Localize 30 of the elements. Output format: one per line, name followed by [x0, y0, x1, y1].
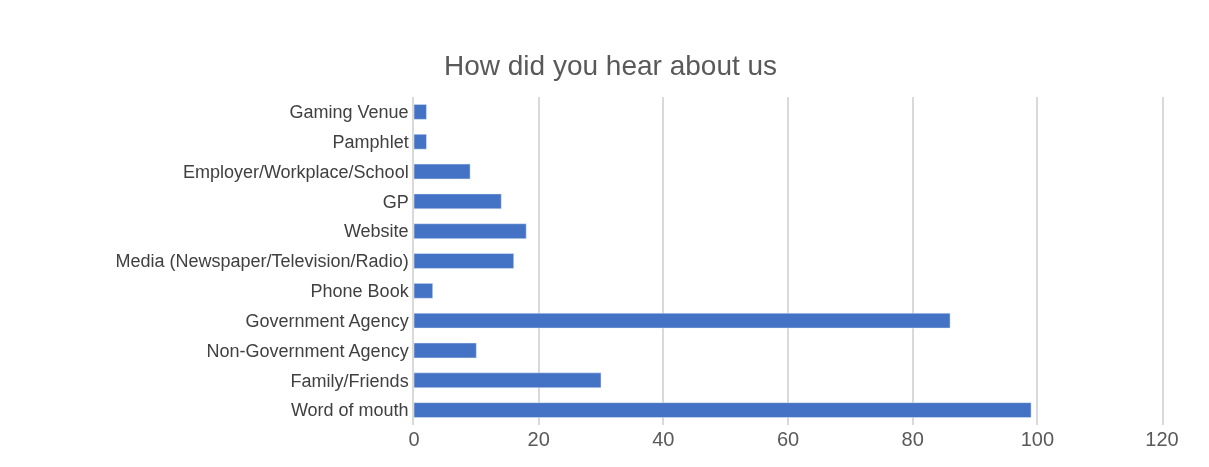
y-tick-label: Website: [343, 221, 409, 242]
y-tick-label: Word of mouth: [290, 400, 409, 421]
x-tick-label: 0: [408, 428, 420, 450]
y-tick-label: Non-Government Agency: [206, 340, 409, 361]
x-tick-label: 60: [776, 428, 800, 450]
y-tick-label: Phone Book: [310, 281, 410, 302]
bar: [414, 253, 514, 269]
bar: [414, 163, 471, 180]
bar: [414, 283, 433, 299]
bar: [414, 372, 602, 388]
x-tick-label: 100: [1020, 428, 1055, 450]
x-tick-label: 120: [1145, 428, 1179, 450]
y-tick-label: Family/Friends: [290, 370, 409, 391]
chart-title: How did you hear about us: [443, 50, 778, 82]
bar: [414, 342, 477, 359]
bar: [414, 193, 502, 210]
y-tick-label: Gaming Venue: [289, 102, 409, 123]
y-tick-label: Pamphlet: [332, 132, 409, 153]
bar: [414, 312, 951, 329]
y-tick-label: Media (Newspaper/Television/Radio): [115, 251, 409, 272]
bar: [414, 223, 527, 239]
y-tick-label: Government Agency: [245, 310, 409, 331]
x-tick-label: 40: [652, 428, 675, 450]
x-tick-label: 20: [527, 428, 550, 450]
x-tick-label: 80: [901, 428, 924, 450]
bar: [414, 402, 1032, 418]
y-tick-label: GP: [382, 191, 409, 212]
bar: [414, 134, 427, 150]
y-tick-label: Employer/Workplace/School: [182, 161, 409, 182]
bar: [414, 104, 427, 120]
